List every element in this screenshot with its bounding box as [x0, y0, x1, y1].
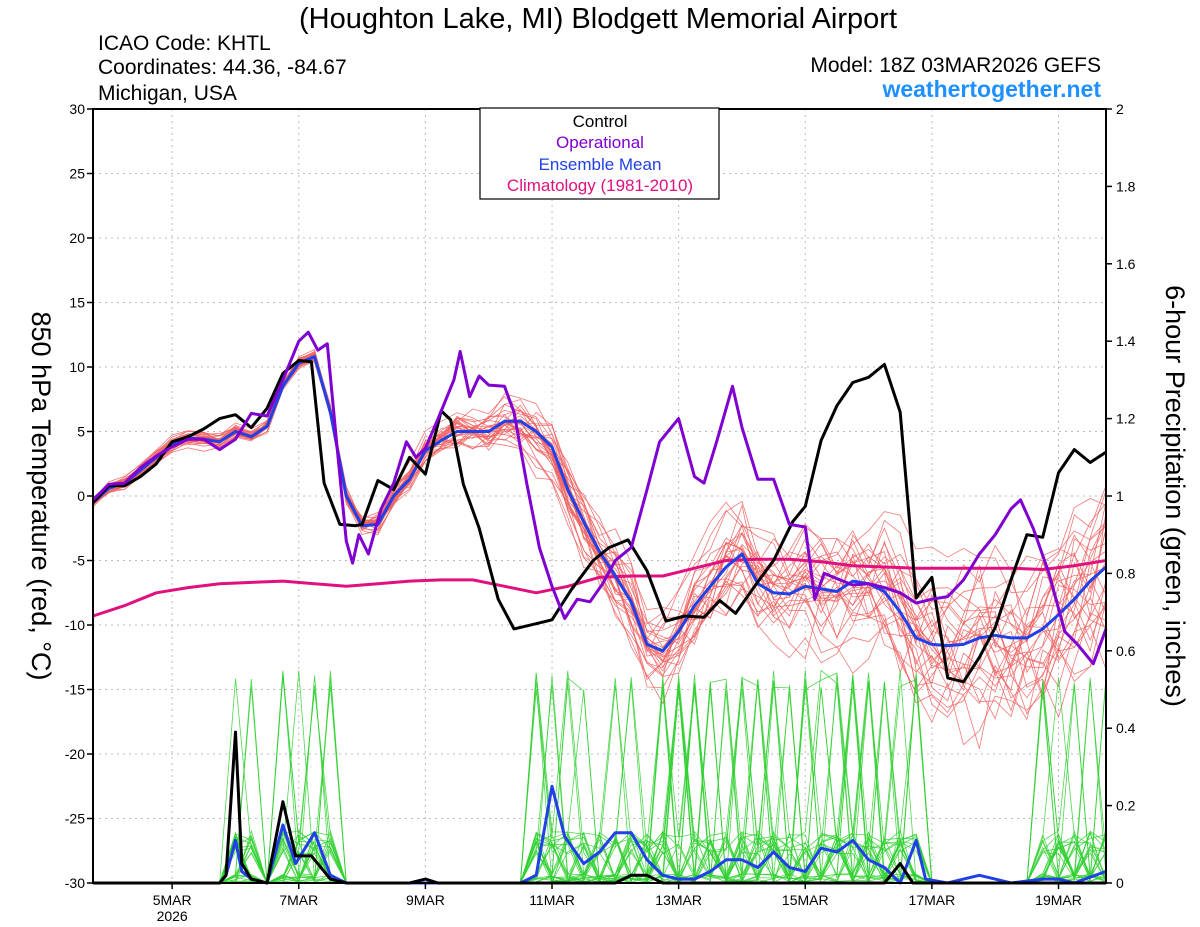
legend-climatology: Climatology (1981-2010): [507, 176, 693, 195]
temperature-member-line: [92, 352, 1107, 654]
y-left-tick-label: -5: [73, 553, 86, 569]
y-left-tick-label: 5: [77, 424, 85, 440]
temperature-member-line: [92, 354, 1107, 720]
temperature-member-line: [92, 348, 1107, 719]
y-left-tick-label: -20: [65, 746, 85, 762]
series-layer: [91, 330, 1108, 885]
temperature-member-line: [92, 355, 1107, 662]
y-left-tick-label: 25: [69, 166, 85, 182]
legend-box: [479, 107, 720, 200]
temperature-member-line: [92, 351, 1107, 688]
x-tick-label: 17MAR: [909, 892, 956, 908]
ensemble-mean-temp-line: [91, 355, 1107, 653]
x-tick-label: 7MAR: [279, 892, 318, 908]
axes-layer: 302520151050-5-10-15-20-25-3021.81.61.41…: [65, 101, 1136, 924]
temperature-member-line: [92, 358, 1107, 657]
y-right-tick-label: 0: [1116, 875, 1124, 891]
y-left-tick-label: 30: [69, 101, 85, 117]
climatology-temp-line: [92, 557, 1107, 618]
temperature-member-line: [92, 355, 1107, 668]
control-temp-line: [91, 359, 1107, 684]
temperature-member-line: [92, 353, 1107, 678]
y-left-tick-label: 15: [69, 295, 85, 311]
legend-control: Control: [573, 112, 628, 131]
chart-title: (Houghton Lake, MI) Blodgett Memorial Ai…: [299, 3, 897, 35]
y-right-tick-label: 1.6: [1116, 256, 1136, 272]
x-tick-label: 19MAR: [1035, 892, 1082, 908]
x-tick-label: 15MAR: [782, 892, 829, 908]
temperature-member-line: [92, 350, 1107, 718]
region: Michigan, USA: [98, 82, 237, 105]
temperature-member-line: [92, 358, 1107, 721]
y-right-tick-label: 0.4: [1116, 720, 1136, 736]
y-left-tick-label: -30: [65, 875, 85, 891]
temperature-member-line: [92, 351, 1107, 646]
y-right-tick-label: 0.8: [1116, 565, 1136, 581]
legend-ensemble-mean: Ensemble Mean: [539, 155, 662, 174]
y-left-tick-label: -25: [65, 811, 85, 827]
x-tick-label: 13MAR: [655, 892, 702, 908]
operational-temp-line: [91, 330, 1108, 666]
y-right-tick-label: 1: [1116, 488, 1124, 504]
temperature-member-line: [92, 355, 1107, 669]
y-right-tick-label: 0.2: [1116, 798, 1136, 814]
y-right-tick-label: 1.8: [1116, 178, 1136, 194]
y-right-tick-label: 1.4: [1116, 333, 1136, 349]
y-left-tick-label: -10: [65, 617, 85, 633]
temperature-member-line: [92, 352, 1107, 701]
y-right-tick-label: 1.2: [1116, 411, 1136, 427]
x-tick-label: 11MAR: [529, 892, 575, 908]
x-tick-sublabel: 2026: [157, 908, 188, 924]
y-left-tick-label: 0: [77, 488, 85, 504]
coordinates: Coordinates: 44.36, -84.67: [98, 56, 347, 79]
y-axis-left-label: 850 hPa Temperature (red, °C): [26, 312, 56, 681]
temperature-member-line: [92, 353, 1107, 746]
y-axis-right-label: 6-hour Precipitation (green, inches): [1160, 285, 1190, 707]
model-run: Model: 18Z 03MAR2026 GEFS: [810, 54, 1101, 77]
icao-code: ICAO Code: KHTL: [98, 32, 271, 55]
y-left-tick-label: 10: [69, 359, 85, 375]
temperature-member-line: [92, 355, 1107, 677]
x-tick-label: 9MAR: [406, 892, 445, 908]
legend: Control Operational Ensemble Mean Climat…: [479, 107, 720, 200]
y-right-tick-label: 2: [1116, 101, 1124, 117]
temperature-member-line: [92, 357, 1107, 705]
y-left-tick-label: -15: [65, 682, 85, 698]
y-left-tick-label: 20: [69, 230, 85, 246]
legend-operational: Operational: [556, 133, 644, 152]
x-tick-label: 5MAR: [153, 892, 192, 908]
y-right-tick-label: 0.6: [1116, 643, 1136, 659]
site-link[interactable]: weathertogether.net: [881, 76, 1101, 102]
